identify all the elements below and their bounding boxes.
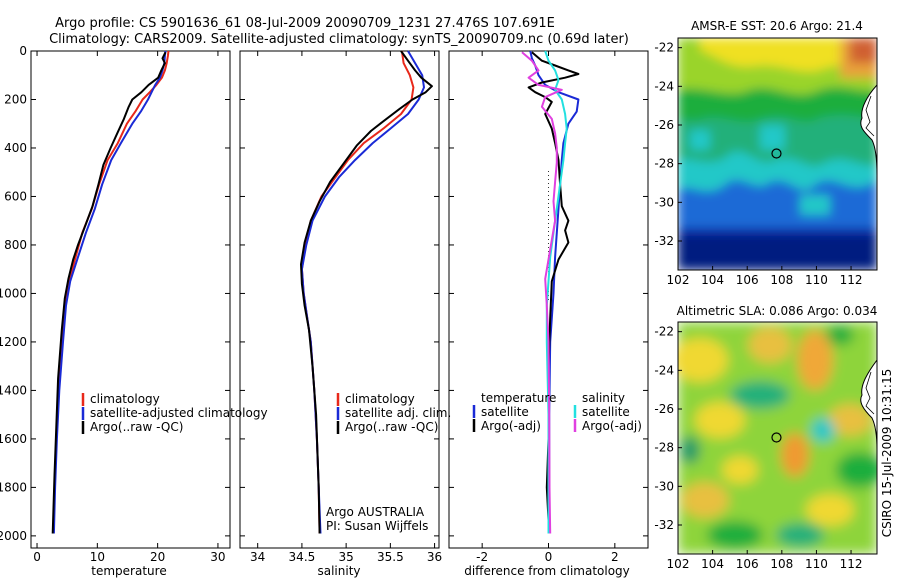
figure-title-line-1: Argo profile: CS 5901636_61 08-Jul-2009 … xyxy=(55,16,555,31)
legend-label-climatology: climatology xyxy=(345,392,415,406)
x-tick-label: -2 xyxy=(476,550,488,564)
x-tick-label: 20 xyxy=(150,550,165,564)
map-y-tick-label: -30 xyxy=(654,195,674,209)
map-x-tick-label: 108 xyxy=(770,557,793,571)
coastline-landmass xyxy=(860,322,877,450)
legend-label-argo: Argo(..raw -QC) xyxy=(90,420,183,434)
series-line-salinity-argo-adj xyxy=(521,51,563,534)
map-y-tick-label: -28 xyxy=(654,157,674,171)
y-tick-label: 600 xyxy=(4,189,27,203)
sst-map-frame xyxy=(677,37,878,271)
difference-xlabel: difference from climatology xyxy=(464,564,630,578)
x-tick-label: 2 xyxy=(611,550,619,564)
map-x-tick-label: 104 xyxy=(701,557,724,571)
x-tick-label: 34 xyxy=(250,550,265,564)
map-y-tick-label: -32 xyxy=(654,518,674,532)
sst-map-title: AMSR-E SST: 20.6 Argo: 21.4 xyxy=(691,19,863,33)
sla-map xyxy=(678,322,877,554)
y-tick-label: 1400 xyxy=(0,383,27,397)
map-x-tick-label: 112 xyxy=(840,557,863,571)
series-line-argo-raw-qc xyxy=(300,50,433,534)
sst-map xyxy=(678,38,877,270)
y-tick-label: 1000 xyxy=(0,286,27,300)
sla-map-title: Altimetric SLA: 0.086 Argo: 0.034 xyxy=(677,304,878,318)
map-x-tick-label: 108 xyxy=(770,273,793,287)
legend-label-temp-satellite: satellite xyxy=(481,405,529,419)
y-tick-label: 1200 xyxy=(0,335,27,349)
map-x-tick-label: 110 xyxy=(805,557,828,571)
argo-program-annotation: Argo AUSTRALIA xyxy=(326,505,425,519)
sla-map-frame xyxy=(677,321,878,555)
map-x-tick-label: 106 xyxy=(736,273,759,287)
argo-float-marker xyxy=(771,432,782,443)
salinity-plot: 34 34.5 35 35.5 36 xyxy=(240,50,442,564)
legend-label-temp-argo: Argo(-adj) xyxy=(481,419,541,433)
map-x-tick-label: 110 xyxy=(805,273,828,287)
legend-label-sal-argo: Argo(-adj) xyxy=(582,419,642,433)
difference-plot: -2 0 2 xyxy=(449,50,648,564)
x-tick-label: 30 xyxy=(210,550,225,564)
x-tick-label: 0 xyxy=(545,550,553,564)
difference-legend: temperature satellite Argo(-adj) salinit… xyxy=(472,391,642,433)
salinity-xlabel: salinity xyxy=(317,564,360,578)
side-timestamp: CSIRO 15-Jul-2009 10:31:15 xyxy=(880,369,894,537)
legend-label-climatology: climatology xyxy=(90,392,160,406)
map-y-tick-label: -24 xyxy=(654,363,674,377)
y-tick-label: 800 xyxy=(4,238,27,252)
series-line-argo-raw-qc xyxy=(51,51,167,534)
legend-heading-salinity: salinity xyxy=(582,391,625,405)
series-line-temperature-satellite xyxy=(529,50,580,534)
sst-heatmap-field xyxy=(678,38,877,270)
map-y-tick-label: -30 xyxy=(654,479,674,493)
temperature-legend: climatology satellite-adjusted climatolo… xyxy=(81,392,268,434)
map-x-tick-label: 102 xyxy=(667,557,690,571)
sla-heatmap-field xyxy=(678,322,877,554)
sst-map-axes: 102 104 106 108 110 112 -22 -24 -26 -28 -30 -32 xyxy=(654,41,862,287)
x-tick-label: 0 xyxy=(33,550,41,564)
legend-label-argo: Argo(..raw -QC) xyxy=(345,420,438,434)
map-y-tick-label: -28 xyxy=(654,441,674,455)
map-y-tick-label: -26 xyxy=(654,402,674,416)
map-y-tick-label: -32 xyxy=(654,234,674,248)
map-x-tick-label: 102 xyxy=(667,273,690,287)
temperature-xlabel: temperature xyxy=(91,564,166,578)
coastline xyxy=(860,84,877,176)
pi-annotation: PI: Susan Wijffels xyxy=(326,519,428,533)
legend-label-satellite: satellite adj. clim. xyxy=(345,406,451,420)
series-line-temperature-argo-adj xyxy=(527,51,580,534)
map-x-tick-label: 112 xyxy=(840,273,863,287)
legend-label-sal-satellite: satellite xyxy=(582,405,630,419)
y-tick-label: 1600 xyxy=(0,432,27,446)
y-tick-label: 2000 xyxy=(0,529,27,543)
x-tick-label: 35 xyxy=(338,550,353,564)
argo-float-marker xyxy=(771,148,782,159)
series-line-satellite-adjusted-climatology xyxy=(52,50,167,534)
y-tick-label: 400 xyxy=(4,141,27,155)
legend-heading-temperature: temperature xyxy=(481,391,556,405)
coastline-landmass xyxy=(860,38,877,175)
y-tick-label: 200 xyxy=(4,92,27,106)
x-tick-label: 10 xyxy=(90,550,105,564)
map-y-tick-label: -24 xyxy=(654,79,674,93)
y-tick-label: 1800 xyxy=(0,480,27,494)
map-x-tick-label: 104 xyxy=(701,273,724,287)
x-tick-label: 34.5 xyxy=(289,550,316,564)
sla-map-axes: 102 104 106 108 110 112 -22 -24 -26 -28 -30 -32 xyxy=(654,325,862,571)
map-y-tick-label: -22 xyxy=(654,325,674,339)
temperature-plot: 0 10 20 30 0 200 400 600 800 1000 1200 1400 1600 1800… xyxy=(0,44,230,564)
x-tick-label: 35.5 xyxy=(377,550,404,564)
coastline xyxy=(860,359,877,451)
map-y-tick-label: -26 xyxy=(654,118,674,132)
y-tick-label: 0 xyxy=(19,44,27,58)
map-y-tick-label: -22 xyxy=(654,41,674,55)
salinity-panel-frame xyxy=(239,50,440,549)
legend-label-satellite: satellite-adjusted climatology xyxy=(90,406,268,420)
x-tick-label: 36 xyxy=(427,550,442,564)
salinity-legend: climatology satellite adj. clim. Argo(..… xyxy=(326,392,451,533)
figure-title-line-2: Climatology: CARS2009. Satellite-adjuste… xyxy=(49,32,629,47)
map-x-tick-label: 106 xyxy=(736,557,759,571)
